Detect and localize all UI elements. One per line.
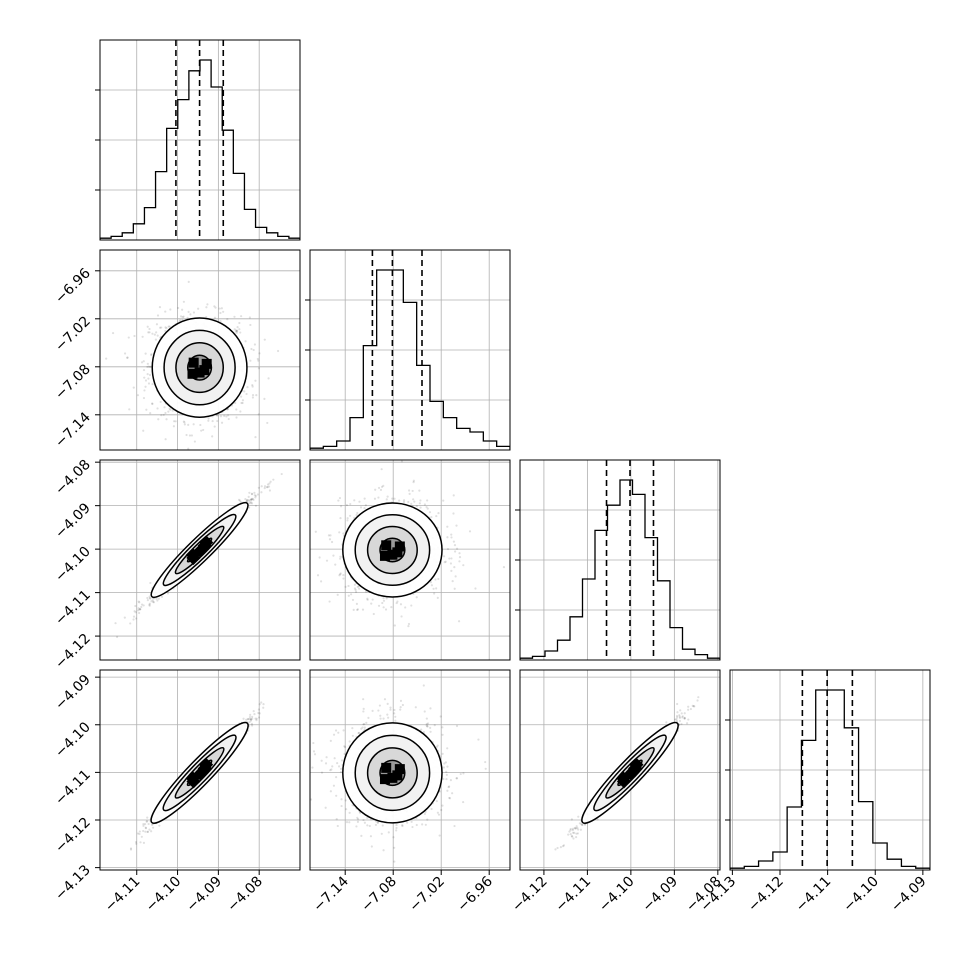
density-peak-cell — [394, 764, 405, 775]
density-peak-cell — [379, 774, 390, 785]
density-peak-cell — [616, 774, 632, 789]
density-peak-cell — [199, 757, 214, 772]
x-axis-1: −4.11 −4.10 −4.09 −4.08 — [102, 870, 266, 915]
y-tick-label: −4.09 — [52, 500, 94, 542]
contour-group — [150, 721, 249, 824]
density-peak-cell — [186, 774, 201, 789]
x-tick-label: −6.96 — [454, 873, 496, 915]
density-peak-cell — [199, 535, 214, 550]
x-tick-label: −4.11 — [793, 874, 835, 916]
y-tick-label: −4.08 — [52, 457, 94, 499]
histogram-step — [520, 479, 720, 660]
panel-frame — [309, 249, 511, 451]
y-tick-label: −4.11 — [52, 767, 94, 809]
y-tick-label: −4.11 — [52, 587, 94, 629]
hist-panel-4 — [725, 669, 931, 871]
histogram-step — [730, 689, 930, 870]
x-tick-label: −4.11 — [553, 874, 595, 916]
y-axis-2: −7.14 −7.08 −7.02 −6.96 — [52, 265, 100, 451]
density-peak-cell — [193, 543, 208, 558]
y-tick-label: −4.09 — [52, 672, 94, 714]
contour-group — [151, 317, 248, 418]
x-axis-3: −4.12 −4.11 −4.10 −4.09 −4.08 — [509, 870, 725, 915]
x-tick-label: −4.09 — [640, 874, 682, 916]
y-tick-label: −7.02 — [52, 313, 94, 355]
hist-panel-3 — [515, 459, 721, 661]
density-panel-4-3 — [519, 669, 721, 871]
density-panel-2-1 — [99, 249, 301, 451]
density-peak-cell — [387, 772, 398, 783]
panel-frame — [309, 669, 511, 871]
panel-frame — [99, 249, 301, 451]
density-peak-cell — [623, 766, 638, 781]
density-panel-3-2 — [309, 459, 511, 661]
x-tick-label: −4.09 — [184, 874, 226, 916]
x-tick-label: −7.14 — [310, 873, 352, 915]
panel-frame — [309, 459, 511, 661]
hist-panel-1 — [95, 39, 301, 241]
y-tick-label: −4.13 — [52, 862, 94, 904]
x-tick-label: −4.10 — [840, 874, 882, 916]
density-panel-4-2 — [309, 669, 511, 871]
density-peak-cell — [187, 368, 198, 379]
y-tick-label: −7.08 — [52, 361, 94, 403]
x-tick-label: −4.12 — [745, 874, 787, 916]
x-tick-label: −4.11 — [102, 874, 144, 916]
density-peak-cell — [379, 550, 390, 561]
contour-group — [342, 502, 443, 598]
panel-frame — [99, 39, 301, 241]
contour-group — [342, 722, 443, 824]
contour-group — [581, 721, 679, 824]
density-peak-cell — [193, 766, 208, 781]
density-peak-cell — [394, 541, 405, 552]
x-tick-label: −4.08 — [224, 874, 266, 916]
density-peak-cell — [201, 358, 212, 369]
panel-frame — [99, 669, 301, 871]
x-tick-label: −7.08 — [358, 874, 400, 916]
x-tick-label: −4.09 — [888, 874, 930, 916]
y-tick-label: −4.12 — [52, 815, 94, 857]
x-tick-label: −4.12 — [509, 874, 551, 916]
density-panel-3-1 — [99, 459, 301, 661]
x-tick-label: −7.02 — [406, 874, 448, 916]
x-axis-4: −4.13 −4.12 −4.11 −4.10 −4.09 — [698, 870, 930, 915]
panel-frame — [519, 669, 721, 871]
panel-frame — [99, 459, 301, 661]
x-tick-label: −4.10 — [596, 874, 638, 916]
y-tick-label: −4.10 — [52, 719, 94, 761]
hist-panel-2 — [305, 249, 511, 451]
panel-frame — [729, 669, 931, 871]
density-peak-cell — [188, 357, 199, 368]
contour-group — [150, 501, 249, 599]
y-tick-label: −7.14 — [52, 409, 94, 451]
density-peak-cell — [387, 549, 398, 560]
y-tick-label: −4.10 — [52, 544, 94, 586]
y-axis-4: −4.13 −4.12 −4.11 −4.10 −4.09 — [52, 672, 100, 904]
y-tick-label: −4.12 — [52, 631, 94, 673]
panel-frame — [519, 459, 721, 661]
y-axis-3: −4.12−4.11−4.10−4.09−4.08 — [52, 457, 100, 673]
y-tick-label: −6.96 — [52, 265, 94, 307]
density-peak-cell — [194, 367, 205, 378]
density-peak-cell — [381, 762, 392, 773]
density-peak-cell — [186, 550, 201, 566]
x-axis-2: −7.14 −7.08 −7.02 −6.96 — [310, 870, 496, 915]
x-tick-label: −4.10 — [143, 874, 185, 916]
density-panel-4-1 — [99, 669, 301, 871]
histogram-step — [310, 269, 510, 450]
density-peak-cell — [629, 757, 644, 772]
density-peak-cell — [381, 540, 392, 551]
